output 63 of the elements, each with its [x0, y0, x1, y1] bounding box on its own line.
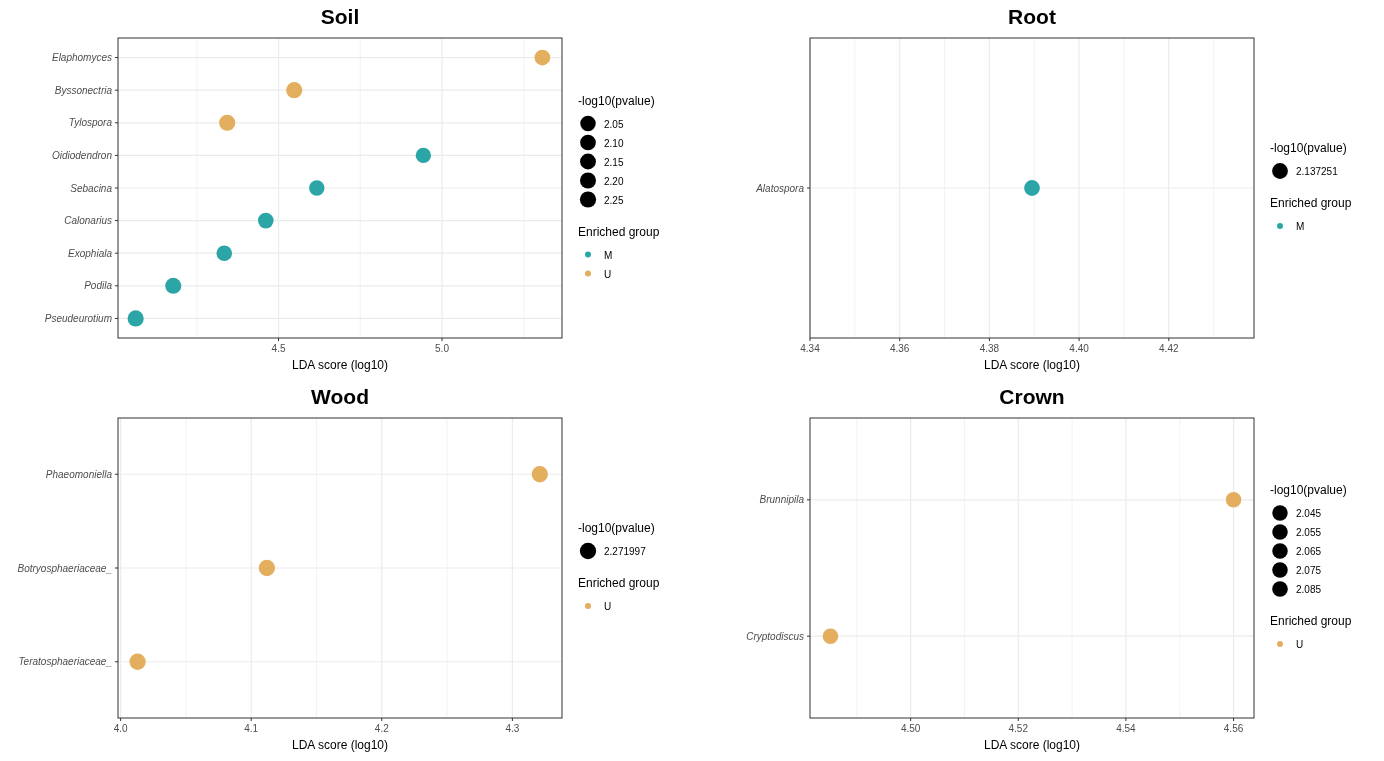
legend-label: 2.15 [604, 156, 624, 168]
legend-label: 2.137251 [1296, 166, 1339, 177]
chart-title: Crown [999, 385, 1065, 408]
size-legend: -log10(pvalue) 2.271997 [578, 521, 655, 560]
y-tick-label: Brunnipila [759, 494, 805, 506]
legend-title: Enriched group [578, 576, 660, 590]
x-axis-title: LDA score (log10) [291, 738, 389, 752]
y-tick-label: Pseudeurotium [44, 312, 112, 324]
x-tick-label: 4.5 [271, 343, 286, 354]
legend-label: 2.05 [604, 118, 624, 130]
y-tick-label: Exophiala [68, 247, 113, 259]
chart-title: Wood [311, 385, 369, 408]
legend-label: U [604, 601, 612, 612]
y-tick-label: Podila [84, 280, 113, 292]
x-tick-label: 4.38 [979, 343, 1000, 354]
legend-label: 2.20 [604, 175, 624, 187]
legend-label: U [604, 268, 612, 280]
x-tick-label: 4.40 [1069, 343, 1090, 354]
y-tick-label: Elaphomyces [51, 52, 112, 64]
y-tick-label: Sebacina [70, 182, 113, 194]
x-tick-label: 4.36 [889, 343, 910, 354]
chart-title: Soil [320, 5, 360, 28]
legend-label: 2.075 [1296, 565, 1322, 576]
legend-label: M [604, 249, 613, 261]
y-tick-label: Alatospora [755, 182, 805, 194]
chart-title: Root [1008, 5, 1056, 28]
legend-label: 2.045 [1296, 508, 1322, 519]
size-legend: -log10(pvalue) 2.137251 [1270, 141, 1347, 179]
y-tick-label: Botryosphaeriaceae_ [17, 562, 112, 574]
x-tick-label: 4.54 [1116, 723, 1137, 734]
x-tick-label: 4.50 [900, 723, 921, 734]
legend-title: Enriched group [578, 224, 660, 239]
legend-label: 2.25 [604, 194, 624, 206]
legend-label: 2.271997 [604, 546, 647, 557]
x-tick-label: 4.3 [505, 723, 520, 734]
size-legend: -log10(pvalue) 2.045 2.055 2.065 2.075 2.085 [1270, 483, 1347, 597]
legend-label: 2.055 [1296, 527, 1322, 538]
legend-title: Enriched group [1270, 614, 1352, 628]
x-tick-label: 4.42 [1159, 343, 1179, 354]
legend-title: Enriched group [1270, 196, 1352, 210]
x-axis-title: LDA score (log10) [291, 358, 389, 372]
x-tick-label: 5.0 [435, 343, 450, 354]
x-tick-label: 4.56 [1223, 723, 1244, 734]
x-tick-label: 4.52 [1008, 723, 1029, 734]
x-tick-label: 4.2 [374, 723, 390, 734]
x-axis-title: LDA score (log10) [983, 738, 1081, 752]
x-tick-label: 4.1 [244, 723, 259, 734]
legend-label: 2.085 [1296, 584, 1322, 595]
y-tick-label: Calonarius [64, 215, 112, 227]
x-axis-title: LDA score (log10) [983, 358, 1081, 372]
legend-label: 2.065 [1296, 546, 1322, 557]
x-tick-label: 4.0 [113, 723, 128, 734]
y-tick-label: Phaeomoniella [45, 468, 113, 480]
legend-label: U [1296, 639, 1304, 650]
size-legend: -log10(pvalue) 2.05 2.10 2.15 2.20 2.25 [578, 93, 655, 208]
legend-label: 2.10 [604, 137, 624, 149]
y-tick-label: Cryptodiscus [746, 630, 804, 642]
y-tick-label: Tylospora [68, 117, 113, 129]
y-tick-label: Byssonectria [54, 84, 113, 96]
legend-label: M [1296, 221, 1305, 232]
x-tick-label: 4.34 [800, 343, 821, 354]
y-tick-label: Teratosphaeriaceae_ [18, 656, 112, 668]
y-tick-label: Oidiodendron [51, 149, 113, 161]
